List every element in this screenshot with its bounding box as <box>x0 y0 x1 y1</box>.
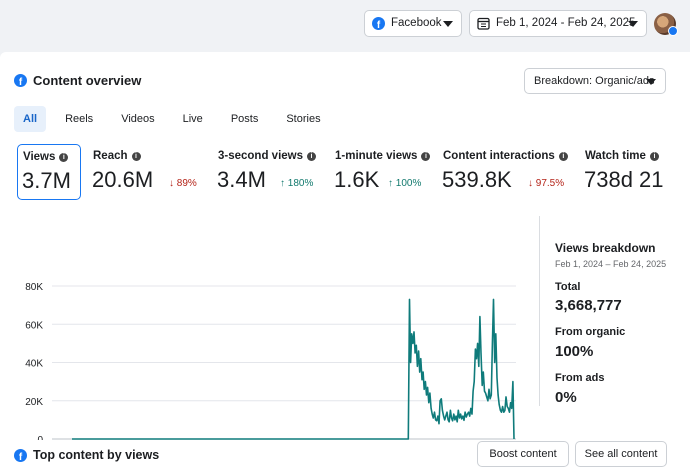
tab-reels[interactable]: Reels <box>65 113 94 125</box>
content-overview-card: f Content overview Breakdown: Organic/ad… <box>0 52 690 442</box>
metric-value: 539.8K <box>442 167 512 192</box>
metric-delta: ↑ 100% <box>388 178 421 189</box>
divider <box>539 216 540 406</box>
info-icon[interactable]: i <box>131 151 141 161</box>
calendar-icon <box>477 17 490 30</box>
info-icon[interactable]: i <box>307 151 317 161</box>
metric-label: Views <box>23 151 56 163</box>
total-value: 3,668,777 <box>555 297 622 314</box>
metric-label: 1-minute views <box>335 150 418 162</box>
metric-delta-value: 180% <box>287 178 314 189</box>
total-label: Total <box>555 281 581 293</box>
chevron-down-icon <box>646 79 656 85</box>
metric-delta: ↑ 180% <box>280 178 313 189</box>
y-tick-label: 60K <box>25 320 43 331</box>
tab-live[interactable]: Live <box>182 113 203 125</box>
platform-label: Facebook <box>391 17 442 29</box>
breakdown-selector[interactable]: Breakdown: Organic/ads <box>524 68 666 94</box>
metric-content-interactions[interactable]: Content interactions i 539.8K ↓ 97.5% <box>438 144 578 200</box>
views-chart: 020K40K60K80KFeb 1May 11Aug 19Nov 27View… <box>25 282 516 442</box>
metric-value: 738d 21 <box>584 167 664 192</box>
y-tick-label: 0 <box>37 435 43 442</box>
arrow-up-icon: ↑ <box>388 178 393 189</box>
content-overview-title: f Content overview <box>14 73 141 88</box>
breakdown-date-range: Feb 1, 2024 – Feb 24, 2025 <box>555 259 667 269</box>
chevron-down-icon <box>628 21 638 27</box>
tab-stories[interactable]: Stories <box>286 113 321 125</box>
tab-posts[interactable]: Posts <box>230 113 259 125</box>
metric-label: Watch time <box>585 150 646 162</box>
top-content-heading: Top content by views <box>33 448 160 462</box>
info-icon[interactable]: i <box>59 152 69 162</box>
series-line-views <box>72 298 515 440</box>
top-content-section: f Top content by views Boost content See… <box>0 440 690 470</box>
metric-label: Content interactions <box>443 150 555 162</box>
info-icon[interactable]: i <box>558 151 568 161</box>
boost-content-button[interactable]: Boost content <box>477 441 569 467</box>
metric-value: 3.7M <box>22 168 71 193</box>
organic-label: From organic <box>555 326 626 338</box>
metric-label: Reach <box>93 150 128 162</box>
top-bar: f Facebook Feb 1, 2024 - Feb 24, 2025 <box>0 0 690 50</box>
breakdown-label: Breakdown: Organic/ads <box>534 75 655 87</box>
see-all-content-button[interactable]: See all content <box>575 441 667 467</box>
info-icon[interactable]: i <box>421 151 431 161</box>
facebook-icon: f <box>14 448 27 462</box>
metric-value: 1.6K <box>334 167 380 192</box>
organic-value: 100% <box>555 343 594 360</box>
ads-value: 0% <box>555 389 577 406</box>
y-tick-label: 80K <box>25 282 43 293</box>
arrow-down-icon: ↓ <box>528 178 533 189</box>
metric-reach[interactable]: Reach i 20.6M ↓ 89% <box>88 144 208 200</box>
metric-value: 3.4M <box>217 167 266 192</box>
breakdown-title: Views breakdown <box>555 241 656 255</box>
ads-label: From ads <box>555 372 605 384</box>
facebook-badge-icon <box>668 26 678 36</box>
y-tick-label: 20K <box>25 397 43 408</box>
metric-3-second-views[interactable]: 3-second views i 3.4M ↑ 180% <box>213 144 328 200</box>
metric-1-minute-views[interactable]: 1-minute views i 1.6K ↑ 100% <box>330 144 436 200</box>
metric-views[interactable]: Views i 3.7M <box>17 144 81 200</box>
arrow-up-icon: ↑ <box>280 178 285 189</box>
arrow-down-icon: ↓ <box>169 178 174 189</box>
metric-delta: ↓ 89% <box>169 178 197 189</box>
info-icon[interactable]: i <box>649 151 659 161</box>
metric-delta-value: 100% <box>395 178 422 189</box>
chevron-down-icon <box>443 21 453 27</box>
metric-label: 3-second views <box>218 150 304 162</box>
platform-selector[interactable]: f Facebook <box>364 10 462 37</box>
tab-all[interactable]: All <box>14 106 47 132</box>
top-content-title: f Top content by views <box>14 448 159 462</box>
metric-value: 20.6M <box>92 167 154 192</box>
y-tick-label: 40K <box>25 359 43 370</box>
metric-delta: ↓ 97.5% <box>528 178 564 189</box>
metric-delta-value: 97.5% <box>535 178 565 189</box>
content-type-tabs: All Reels Videos Live Posts Stories <box>14 106 340 132</box>
metric-delta-value: 89% <box>176 178 197 189</box>
facebook-icon: f <box>372 17 385 30</box>
date-range-label: Feb 1, 2024 - Feb 24, 2025 <box>496 17 636 29</box>
metric-watch-time[interactable]: Watch time i 738d 21 <box>580 144 690 200</box>
facebook-icon: f <box>14 74 27 87</box>
date-range-selector[interactable]: Feb 1, 2024 - Feb 24, 2025 <box>469 10 647 37</box>
content-overview-heading: Content overview <box>33 73 142 88</box>
tab-videos[interactable]: Videos <box>121 113 155 125</box>
